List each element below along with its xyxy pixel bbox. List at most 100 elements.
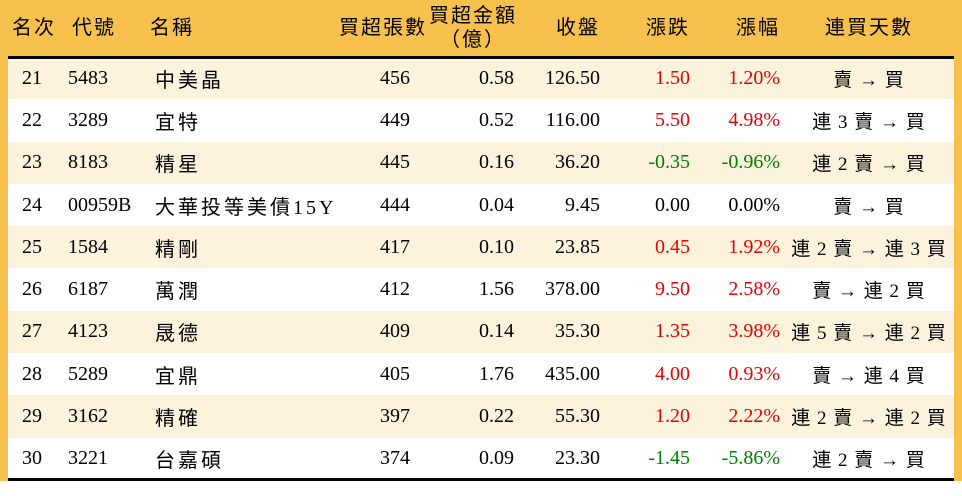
- cell-amount: 0.10: [479, 235, 514, 258]
- cell-name: 精星: [155, 154, 201, 177]
- cell-change: 0.45: [655, 235, 690, 258]
- column-header-amount: 買超金額 （億）: [426, 0, 520, 57]
- cell-code: 3289: [68, 108, 108, 131]
- table-row: 27 4123 晟德 409 0.14 35.30 1.35 3.98% 連 5 賣 → 連 2…: [8, 310, 954, 354]
- table-row: 23 8183 精星 445 0.16 36.20 -0.35 -0.96% 連 2 賣 → 買: [8, 141, 954, 184]
- cell-change-pct: -0.96%: [721, 151, 780, 174]
- cell-rank: 30: [22, 446, 42, 469]
- cell-name: 精剛: [155, 238, 201, 261]
- cell-streak: 賣 → 連 2 買: [812, 281, 926, 303]
- cell-streak: 連 3 賣 → 買: [812, 111, 926, 133]
- cell-volume: 412: [380, 278, 410, 301]
- column-header-amount-line2: （億）: [440, 28, 506, 51]
- cell-code: 6187: [68, 278, 108, 301]
- institutional-net-buy-table: 名次 代號 名稱 買超張數 買超金額 （億） 收盤 漲跌 漲幅 連買天數 21 5…: [8, 0, 954, 481]
- cell-code: 3221: [68, 446, 108, 469]
- cell-close: 435.00: [545, 362, 600, 385]
- cell-amount: 0.22: [479, 405, 514, 428]
- column-header-code: 代號: [72, 16, 116, 39]
- cell-rank: 21: [22, 67, 42, 90]
- cell-change: -0.35: [648, 151, 690, 174]
- cell-volume: 405: [380, 362, 410, 385]
- cell-change-pct: 0.93%: [728, 362, 780, 385]
- cell-volume: 374: [380, 446, 410, 469]
- cell-amount: 0.09: [479, 446, 514, 469]
- column-header-volume: 買超張數: [339, 16, 427, 39]
- cell-change: 0.00: [655, 193, 690, 216]
- cell-rank: 24: [22, 193, 42, 216]
- cell-amount: 1.56: [479, 278, 514, 301]
- cell-change: 1.20: [655, 405, 690, 428]
- column-header-rank: 名次: [12, 16, 56, 39]
- cell-change-pct: 2.22%: [728, 405, 780, 428]
- cell-change: 1.50: [655, 67, 690, 90]
- cell-amount: 0.16: [479, 151, 514, 174]
- cell-streak: 賣 → 買: [833, 196, 905, 218]
- cell-close: 55.30: [555, 405, 600, 428]
- cell-name: 晟德: [155, 323, 201, 346]
- table-body: 21 5483 中美晶 456 0.58 126.50 1.50 1.20% 賣 → 買 22 32…: [8, 57, 954, 480]
- cell-amount: 0.58: [479, 67, 514, 90]
- cell-change: 9.50: [655, 278, 690, 301]
- column-header-streak: 連買天數: [825, 16, 913, 39]
- cell-change-pct: 0.00%: [728, 193, 780, 216]
- cell-amount: 1.76: [479, 362, 514, 385]
- cell-rank: 23: [22, 151, 42, 174]
- table-row: 30 3221 台嘉碩 374 0.09 23.30 -1.45 -5.86% 連 2 賣 → …: [8, 437, 954, 480]
- table-row: 22 3289 宜特 449 0.52 116.00 5.50 4.98% 連 3 賣 → 買: [8, 99, 954, 142]
- cell-code: 00959B: [68, 193, 132, 216]
- table-row: 25 1584 精剛 417 0.10 23.85 0.45 1.92% 連 2 賣 → 連 3…: [8, 226, 954, 269]
- cell-volume: 417: [380, 235, 410, 258]
- cell-close: 23.85: [555, 235, 600, 258]
- cell-amount: 0.14: [479, 320, 514, 343]
- column-header-amount-line1: 買超金額: [429, 4, 517, 27]
- cell-amount: 0.52: [479, 108, 514, 131]
- stock-table-frame: 名次 代號 名稱 買超張數 買超金額 （億） 收盤 漲跌 漲幅 連買天數 21 5…: [0, 0, 962, 482]
- cell-rank: 26: [22, 278, 42, 301]
- cell-change-pct: 2.58%: [728, 278, 780, 301]
- cell-streak: 連 2 賣 → 買: [812, 154, 926, 176]
- cell-close: 116.00: [545, 108, 600, 131]
- cell-volume: 444: [380, 193, 410, 216]
- cell-name: 大華投等美債15Y: [155, 196, 337, 219]
- cell-volume: 445: [380, 151, 410, 174]
- cell-change: 1.35: [655, 320, 690, 343]
- cell-rank: 25: [22, 235, 42, 258]
- cell-name: 精確: [155, 408, 201, 431]
- cell-change-pct: -5.86%: [721, 446, 780, 469]
- cell-rank: 22: [22, 108, 42, 131]
- cell-streak: 賣 → 連 4 買: [812, 365, 926, 387]
- cell-code: 1584: [68, 235, 108, 258]
- cell-streak: 連 2 賣 → 連 3 買: [791, 238, 947, 260]
- cell-close: 35.30: [555, 320, 600, 343]
- header-row: 名次 代號 名稱 買超張數 買超金額 （億） 收盤 漲跌 漲幅 連買天數: [8, 0, 954, 57]
- cell-streak: 賣 → 買: [833, 70, 905, 92]
- cell-change-pct: 3.98%: [728, 320, 780, 343]
- cell-change-pct: 4.98%: [728, 108, 780, 131]
- cell-amount: 0.04: [479, 193, 514, 216]
- cell-close: 126.50: [545, 67, 600, 90]
- cell-code: 8183: [68, 151, 108, 174]
- cell-close: 36.20: [555, 151, 600, 174]
- cell-code: 3162: [68, 405, 108, 428]
- cell-volume: 409: [380, 320, 410, 343]
- cell-close: 23.30: [555, 446, 600, 469]
- cell-change: 4.00: [655, 362, 690, 385]
- column-header-change: 漲跌: [646, 16, 690, 39]
- table-row: 21 5483 中美晶 456 0.58 126.50 1.50 1.20% 賣 → 買: [8, 57, 954, 100]
- table-row: 29 3162 精確 397 0.22 55.30 1.20 2.22% 連 2 賣 → 連 2…: [8, 395, 954, 438]
- cell-name: 中美晶: [155, 70, 224, 93]
- cell-name: 宜鼎: [155, 365, 201, 388]
- cell-streak: 連 5 賣 → 連 2 買: [791, 323, 947, 345]
- cell-name: 宜特: [155, 111, 201, 134]
- table-row: 24 00959B 大華投等美債15Y 444 0.04 9.45 0.00 0.00% 賣 →…: [8, 183, 954, 227]
- column-header-change-pct: 漲幅: [736, 16, 780, 39]
- cell-streak: 連 2 賣 → 連 2 買: [791, 408, 947, 430]
- cell-streak: 連 2 賣 → 買: [812, 449, 926, 471]
- cell-close: 9.45: [565, 193, 600, 216]
- cell-code: 5483: [68, 67, 108, 90]
- column-header-name: 名稱: [150, 16, 194, 39]
- cell-code: 4123: [68, 320, 108, 343]
- cell-name: 萬潤: [155, 281, 201, 304]
- cell-change-pct: 1.92%: [728, 235, 780, 258]
